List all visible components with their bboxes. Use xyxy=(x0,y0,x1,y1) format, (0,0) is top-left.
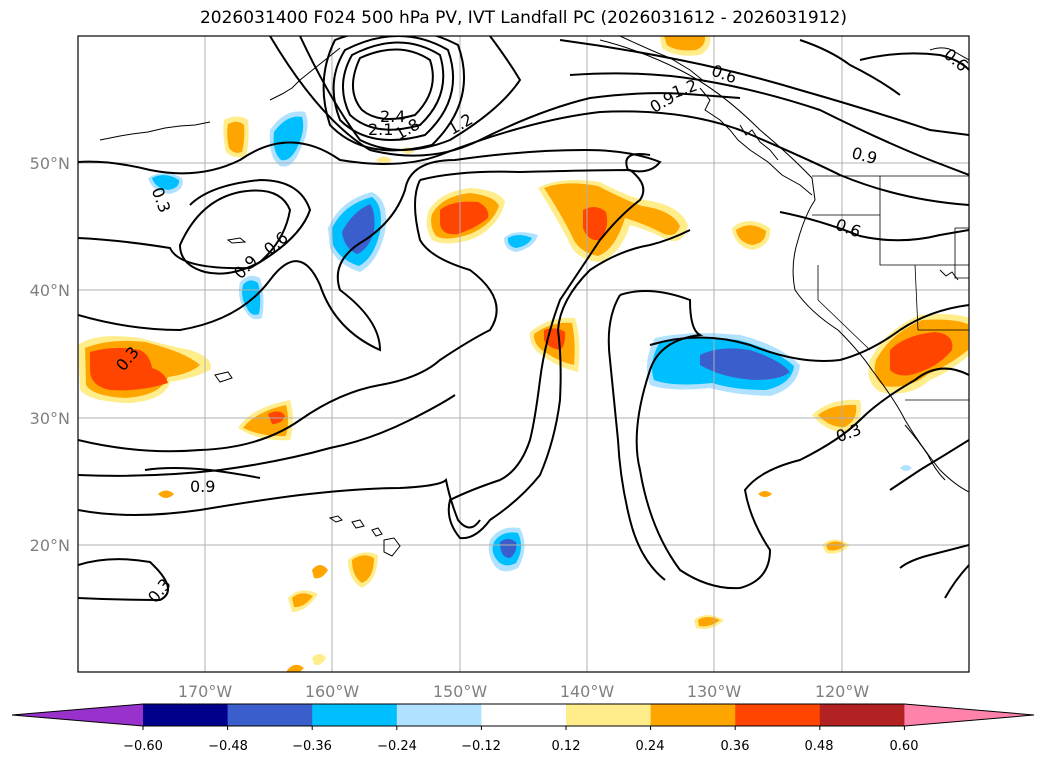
positive-anomaly xyxy=(660,36,711,56)
colorbar-swatch xyxy=(819,704,905,726)
colorbar-ticks xyxy=(142,726,905,730)
colorbar-label: −0.36 xyxy=(292,739,332,754)
gridlines xyxy=(78,36,969,672)
map-panel xyxy=(78,36,969,672)
colorbar-label: −0.12 xyxy=(461,739,501,754)
lat-label: 50°N xyxy=(30,154,70,173)
colorbar-swatch xyxy=(143,704,229,726)
colorbar-labels: −0.60 −0.48 −0.36 −0.24 −0.12 0.12 0.24 … xyxy=(123,739,918,754)
lat-label: 30°N xyxy=(30,409,70,428)
negative-anomaly xyxy=(900,465,912,471)
lon-label: 170°W xyxy=(178,682,233,701)
negative-anomaly xyxy=(328,192,387,272)
colorbar-swatch xyxy=(481,704,567,726)
colorbar-swatch xyxy=(312,704,398,726)
positive-anomaly xyxy=(238,400,293,441)
colorbar-label: −0.24 xyxy=(377,739,417,754)
colorbar-swatch xyxy=(650,704,736,726)
contour-label: 2.4 xyxy=(380,107,405,126)
positive-anomaly xyxy=(538,180,688,262)
positive-anomaly xyxy=(223,116,249,158)
contour-label: 0.9 xyxy=(190,477,215,496)
lat-label: 40°N xyxy=(30,281,70,300)
colorbar-label: 0.24 xyxy=(636,739,665,754)
positive-anomaly xyxy=(426,188,505,244)
lon-label: 150°W xyxy=(433,682,488,701)
negative-anomaly xyxy=(148,173,183,194)
pv-contours xyxy=(78,36,969,602)
colorbar-swatches xyxy=(11,703,1035,727)
colorbar-label: 0.12 xyxy=(552,739,581,754)
lon-label: 140°W xyxy=(560,682,615,701)
colorbar-label: 0.48 xyxy=(805,739,834,754)
positive-anomaly xyxy=(732,221,771,250)
colorbar-swatch xyxy=(566,704,652,726)
colorbar-extend-left xyxy=(12,704,143,726)
positive-anomaly xyxy=(78,336,211,403)
lon-label: 130°W xyxy=(687,682,742,701)
colorbar-label: 0.60 xyxy=(890,739,919,754)
latitude-labels: 50°N 40°N 30°N 20°N xyxy=(30,154,70,555)
lon-label: 120°W xyxy=(815,682,870,701)
negative-anomaly xyxy=(488,527,525,572)
colorbar-extend-right xyxy=(904,704,1034,726)
positive-anomaly xyxy=(812,399,862,433)
lat-label: 20°N xyxy=(30,536,70,555)
map-border xyxy=(77,35,970,673)
colorbar-swatch xyxy=(396,704,482,726)
negative-anomaly xyxy=(504,232,538,252)
figure-title: 2026031400 F024 500 hPa PV, IVT Landfall… xyxy=(199,8,847,28)
colorbar-swatch xyxy=(227,704,313,726)
colorbar-label: 0.36 xyxy=(721,739,750,754)
positive-anomaly xyxy=(158,147,850,672)
negative-anomaly xyxy=(269,111,308,167)
contour-label: 2.1 xyxy=(368,120,393,139)
longitude-labels: 170°W 160°W 150°W 140°W 130°W 120°W xyxy=(178,682,870,701)
colorbar-label: −0.60 xyxy=(123,739,163,754)
negative-anomaly xyxy=(238,275,264,320)
colorbar-label: −0.48 xyxy=(208,739,248,754)
lon-label: 160°W xyxy=(305,682,360,701)
colorbar-swatch xyxy=(735,704,821,726)
colorbar: −0.60 −0.48 −0.36 −0.24 −0.12 0.12 0.24 … xyxy=(11,703,1035,754)
